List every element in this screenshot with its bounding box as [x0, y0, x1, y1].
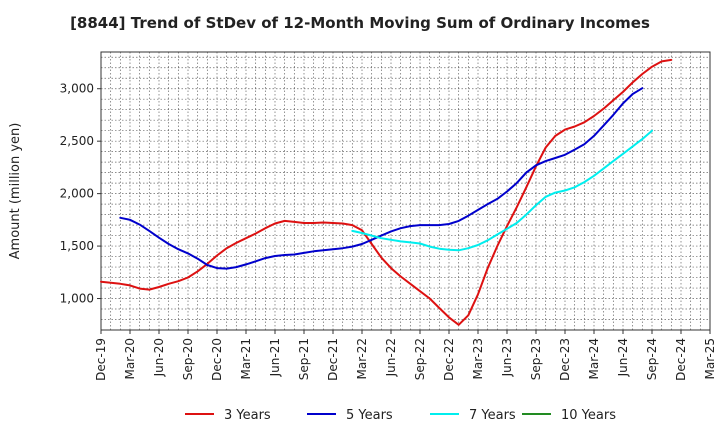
x-tick-label: Jun-22: [384, 338, 398, 377]
x-tick-label: Jun-23: [500, 338, 514, 377]
y-tick-label: 1,500: [60, 239, 94, 253]
x-tick-label: Dec-21: [326, 338, 340, 381]
x-tick-label: Dec-23: [558, 338, 572, 381]
series-line-3-years: [100, 58, 673, 326]
x-tick-label: Jun-21: [268, 338, 282, 377]
x-tick-label: Sep-23: [529, 338, 543, 380]
x-tick-label: Mar-21: [239, 338, 253, 379]
x-tick-label: Mar-22: [355, 338, 369, 379]
y-tick-label: 2,500: [60, 134, 94, 148]
legend-label: 5 Years: [346, 408, 393, 423]
y-axis-title: Amount (million yen): [8, 123, 23, 260]
series-line-5-years: [119, 87, 644, 270]
x-tick-label: Sep-22: [413, 338, 427, 380]
x-tick-label: Jun-24: [616, 338, 630, 377]
y-tick-label: 1,000: [60, 292, 94, 306]
x-tick-label: Mar-23: [471, 338, 485, 379]
legend-label: 7 Years: [469, 408, 516, 423]
legend-label: 10 Years: [561, 408, 616, 423]
x-tick-label: Dec-24: [674, 338, 688, 381]
x-tick-label: Dec-19: [94, 338, 108, 381]
x-tick-label: Dec-20: [210, 338, 224, 381]
series-line-7-years: [351, 129, 653, 252]
y-tick-label: 2,000: [60, 187, 94, 201]
plot-frame: [100, 51, 711, 331]
x-tick-label: Jun-20: [152, 338, 166, 377]
x-tick-label: Mar-25: [703, 338, 717, 379]
legend-label: 3 Years: [224, 408, 271, 423]
x-tick-label: Mar-20: [123, 338, 137, 379]
x-tick-label: Sep-24: [645, 338, 659, 380]
x-tick-label: Dec-22: [442, 338, 456, 381]
x-tick-label: Sep-20: [181, 338, 195, 380]
y-tick-label: 3,000: [60, 82, 94, 96]
chart-title: [8844] Trend of StDev of 12-Month Moving…: [70, 14, 650, 32]
x-tick-label: Sep-21: [297, 338, 311, 380]
plot-area: [101, 52, 710, 330]
x-tick-label: Mar-24: [587, 338, 601, 379]
